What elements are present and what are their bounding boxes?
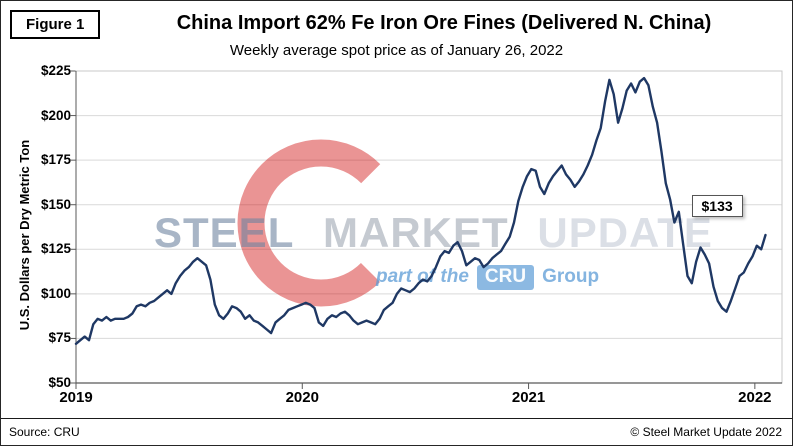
y-axis-title: U.S. Dollars per Dry Metric Ton [17, 139, 32, 331]
x-tick-label: 2019 [59, 389, 93, 406]
y-tick-label: $100 [40, 285, 71, 301]
y-tick-label: $75 [48, 330, 71, 346]
source-note: Source: CRU [9, 425, 80, 439]
smu-logo-crescent-icon [237, 139, 405, 307]
price-line [74, 76, 767, 345]
y-tick-label: $225 [40, 63, 71, 78]
plot-area: STEEL MARKET UPDATE part of the CRU Group … [70, 70, 783, 389]
watermark: STEEL MARKET UPDATE part of the CRU Group [76, 71, 782, 383]
footer-divider [1, 418, 792, 419]
figure-label: Figure 1 [10, 10, 101, 39]
watermark-word-steel: STEEL [154, 209, 295, 256]
watermark-tagline-suffix: Group [542, 266, 600, 287]
watermark-word-update: UPDATE [537, 209, 713, 256]
gridlines-and-axes [70, 70, 783, 389]
watermark-tagline: part of the CRU Group [376, 265, 599, 290]
last-price-callout: $133 [691, 195, 743, 218]
watermark-text: STEEL MARKET UPDATE [154, 209, 729, 257]
x-tick-label: 2022 [738, 389, 772, 406]
y-tick-label: $50 [48, 375, 71, 390]
y-tick-label: $125 [40, 241, 71, 257]
y-axis-tick-labels: $50 $75 $100 $125 $150 $175 $200 $225 [33, 63, 71, 390]
y-tick-label: $200 [40, 107, 71, 123]
chart-title: China Import 62% Fe Iron Ore Fines (Deli… [176, 12, 712, 34]
y-tick-label: $175 [40, 152, 71, 168]
x-tick-label: 2021 [511, 389, 546, 406]
cru-badge: CRU [476, 265, 535, 290]
x-tick-label: 2020 [285, 389, 319, 406]
y-tick-label: $150 [40, 196, 71, 212]
copyright-note: © Steel Market Update 2022 [630, 425, 782, 439]
chart-subtitle: Weekly average spot price as of January … [229, 42, 564, 59]
watermark-tagline-prefix: part of the [376, 266, 469, 287]
x-axis-tick-labels: 2019 2020 2021 2022 [59, 389, 782, 409]
watermark-word-market: MARKET [323, 209, 509, 256]
